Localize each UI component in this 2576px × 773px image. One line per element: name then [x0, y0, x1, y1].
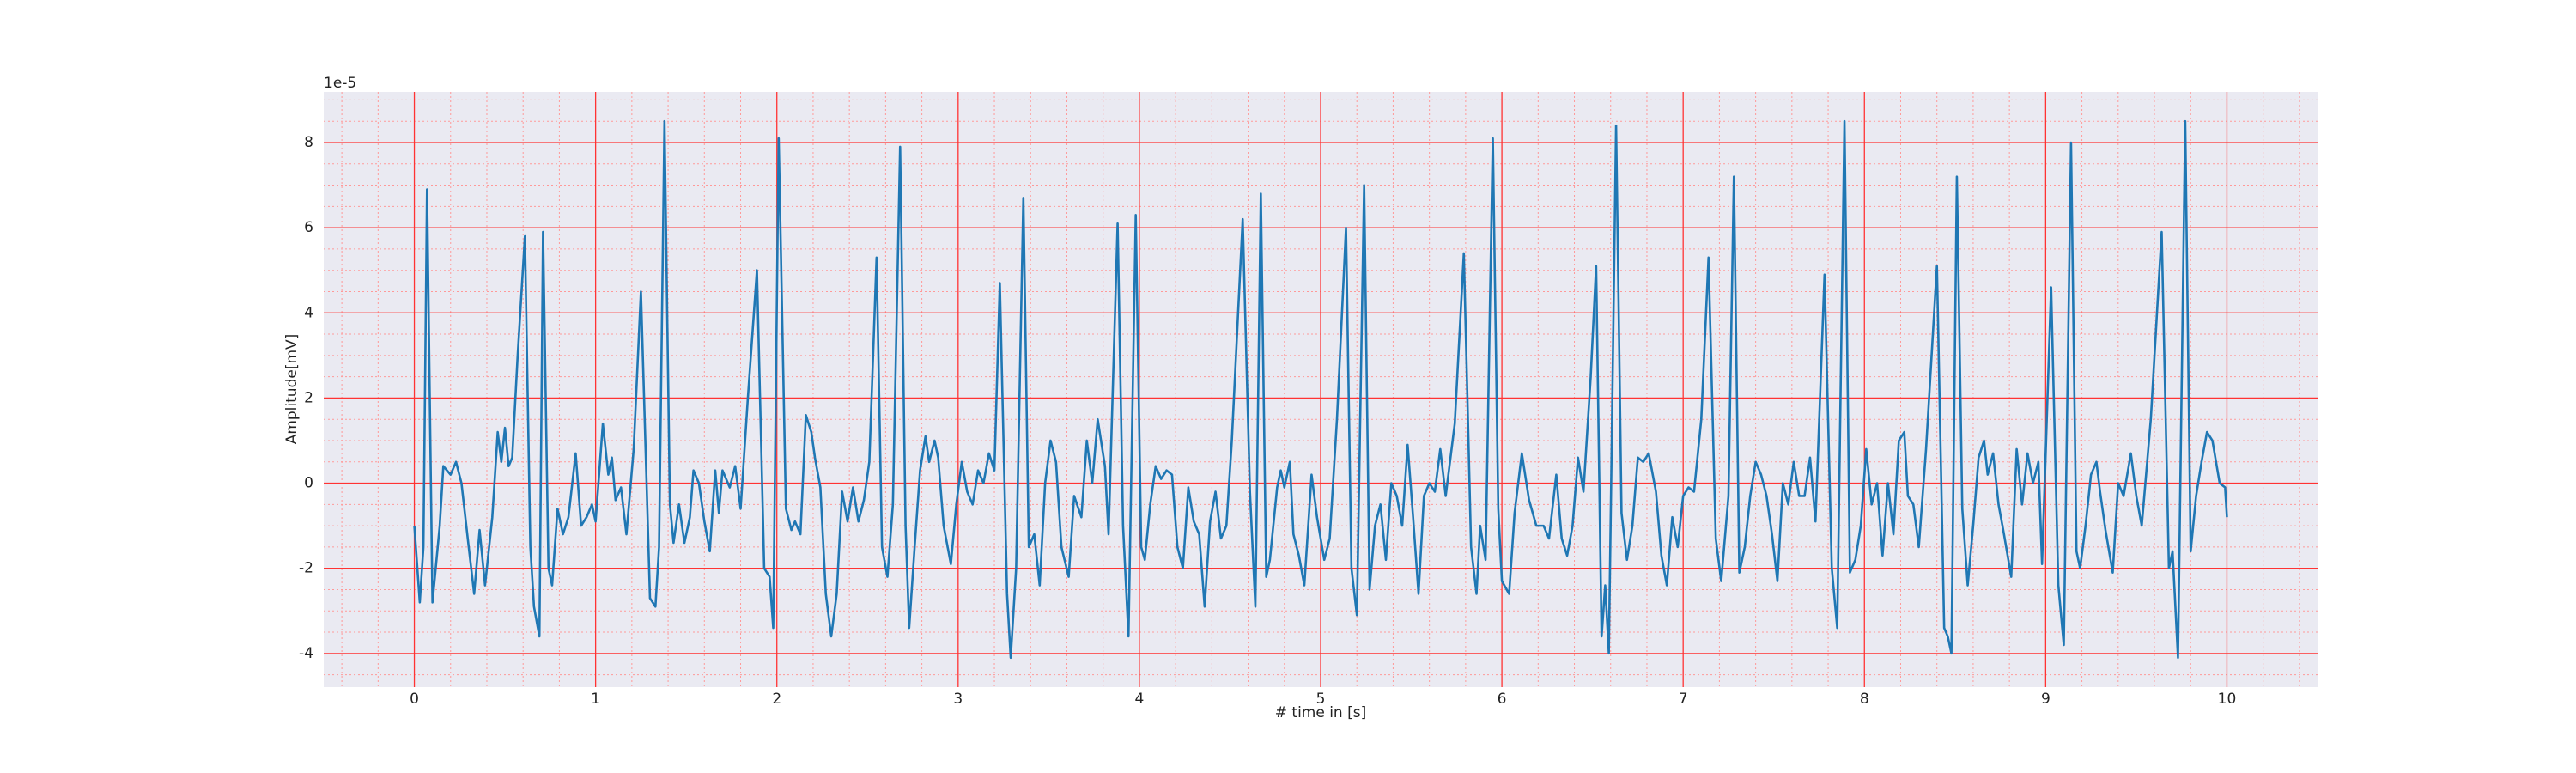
y-tick-label: 0: [304, 475, 313, 492]
x-tick-label: 0: [410, 691, 419, 708]
x-tick-label: 1: [591, 691, 600, 708]
y-tick-label: 2: [304, 389, 313, 406]
y-tick-label: -4: [299, 645, 313, 662]
x-tick-label: 10: [2218, 691, 2237, 708]
x-tick-label: 8: [1860, 691, 1869, 708]
x-axis-label: # time in [s]: [1275, 704, 1366, 721]
y-tick-label: 8: [304, 134, 313, 151]
x-tick-label: 5: [1316, 691, 1326, 708]
x-tick-label: 9: [2041, 691, 2050, 708]
y-axis-label: Amplitude[mV]: [283, 334, 301, 445]
y-offset-label: 1e-5: [324, 75, 356, 92]
y-tick-label: 4: [304, 304, 313, 321]
signal-line: [413, 119, 2228, 660]
x-tick-label: 6: [1498, 691, 1507, 708]
x-tick-label: 3: [953, 691, 963, 708]
x-tick-label: 4: [1134, 691, 1144, 708]
x-tick-label: 7: [1679, 691, 1688, 708]
y-tick-label: 6: [304, 219, 313, 236]
x-tick-label: 2: [772, 691, 781, 708]
y-tick-label: -2: [299, 560, 313, 577]
